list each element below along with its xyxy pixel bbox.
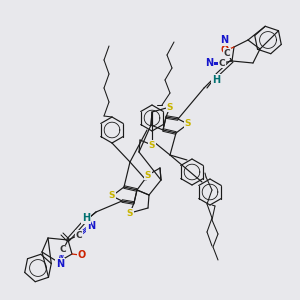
Text: C: C <box>224 49 230 58</box>
Text: N: N <box>205 58 213 68</box>
Text: H: H <box>212 75 220 85</box>
Text: H: H <box>82 213 90 223</box>
Text: S: S <box>149 140 155 149</box>
Text: S: S <box>167 103 173 112</box>
Text: O: O <box>78 250 86 260</box>
Text: S: S <box>127 208 133 217</box>
Text: S: S <box>185 119 191 128</box>
Text: S: S <box>145 170 151 179</box>
Text: N: N <box>220 35 228 45</box>
Text: C: C <box>219 58 225 68</box>
Text: C: C <box>76 230 82 239</box>
Text: S: S <box>109 191 115 200</box>
Text: N: N <box>56 259 64 269</box>
Text: N: N <box>87 221 95 231</box>
Text: C: C <box>60 245 66 254</box>
Text: O: O <box>221 45 229 55</box>
